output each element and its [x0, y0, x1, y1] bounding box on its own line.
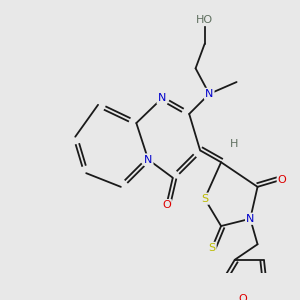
Text: O: O — [278, 175, 286, 184]
Text: S: S — [201, 194, 208, 204]
Text: H: H — [230, 139, 238, 149]
Text: O: O — [238, 294, 247, 300]
Text: N: N — [158, 93, 166, 103]
Text: N: N — [246, 214, 254, 224]
Text: S: S — [208, 243, 215, 253]
Text: O: O — [162, 200, 171, 210]
Text: N: N — [205, 89, 213, 99]
Text: HO: HO — [196, 15, 213, 25]
Text: N: N — [144, 154, 152, 164]
